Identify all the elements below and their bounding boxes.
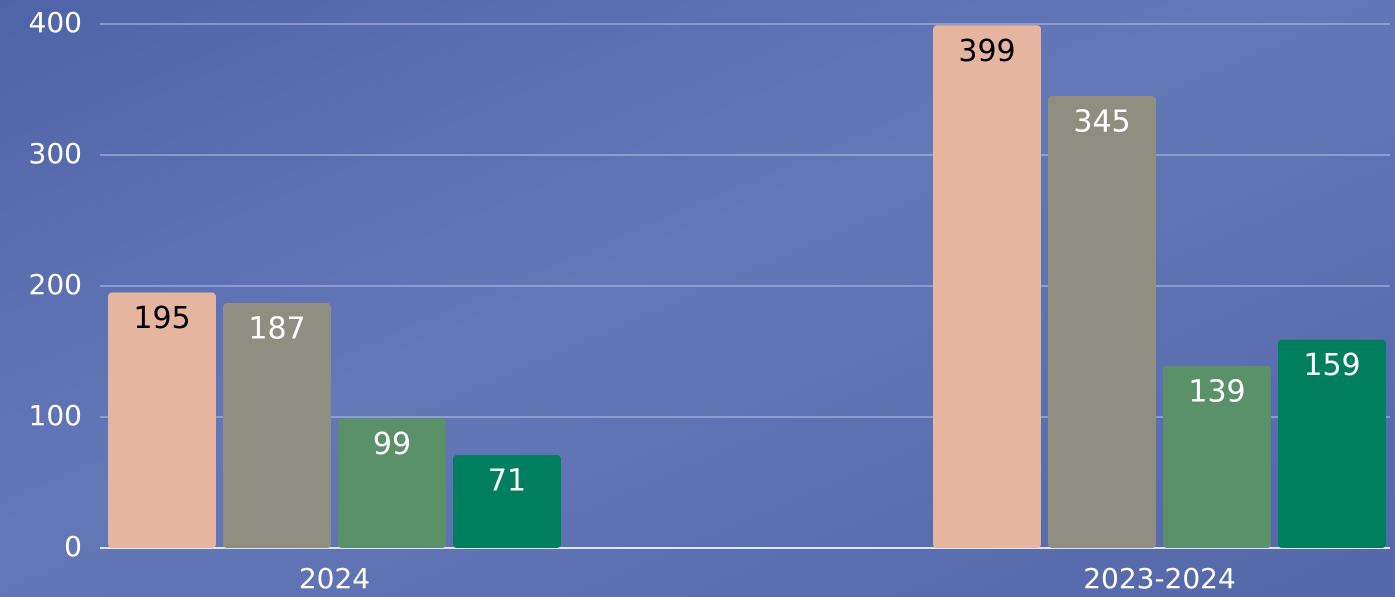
y-tick-label: 0 <box>64 530 82 563</box>
bar <box>1048 96 1156 548</box>
x-tick-label: 2024 <box>299 562 370 595</box>
bar <box>933 25 1041 548</box>
chart: 0 100 200 300 400 2024 195 187 99 71 2023-2024 399 3… <box>0 0 1395 597</box>
data-label: 99 <box>373 427 411 462</box>
data-label: 399 <box>958 34 1015 69</box>
data-label: 187 <box>248 312 305 347</box>
y-tick-label: 300 <box>29 137 82 170</box>
page: {"chart_data": {"type": "bar", "categori… <box>0 0 1395 597</box>
data-label: 159 <box>1303 348 1360 383</box>
y-tick-label: 400 <box>29 6 82 39</box>
y-tick-label: 100 <box>29 399 82 432</box>
data-label: 139 <box>1188 374 1245 409</box>
data-label: 71 <box>488 463 526 498</box>
x-tick-label: 2023-2024 <box>1083 562 1236 595</box>
data-label: 345 <box>1073 105 1130 140</box>
data-label: 195 <box>133 301 190 336</box>
y-tick-label: 200 <box>29 268 82 301</box>
